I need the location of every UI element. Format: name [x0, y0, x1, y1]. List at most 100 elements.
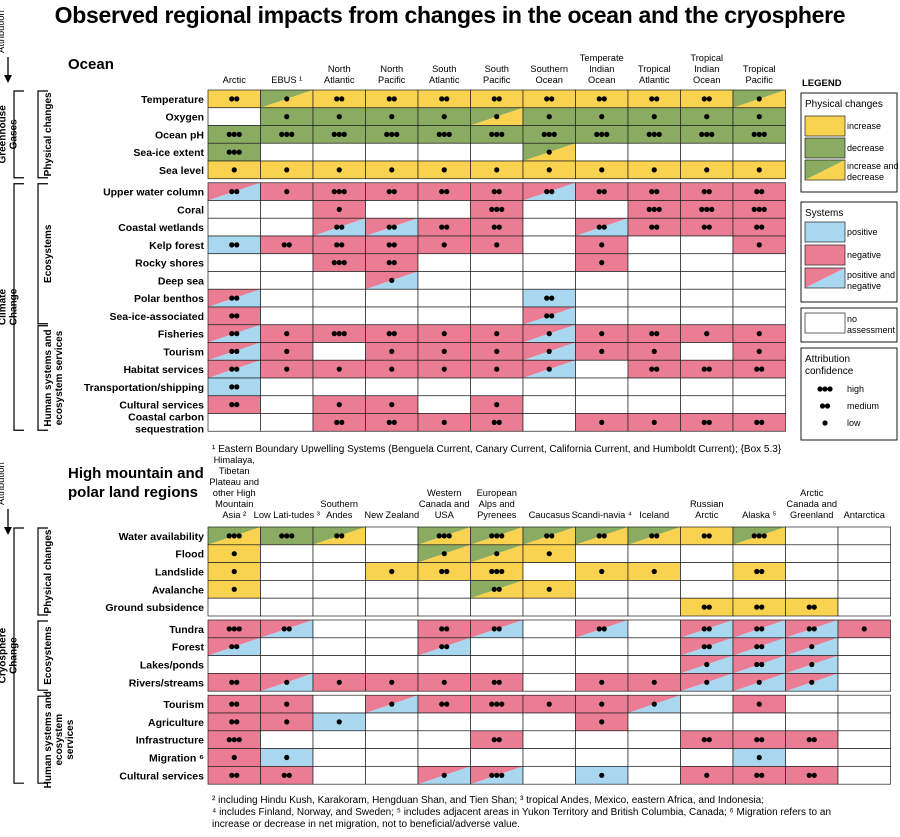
- confidence-dot: [759, 644, 765, 650]
- impact-cell: [627, 562, 681, 581]
- cell-fill: [470, 655, 523, 674]
- confidence-dot: [494, 402, 500, 408]
- impact-cell: [575, 637, 629, 656]
- impact-cell: [470, 142, 524, 162]
- impact-cell: [312, 125, 366, 144]
- confidence-dot: [234, 189, 240, 195]
- impact-cell: [312, 89, 366, 109]
- confidence-dot: [389, 402, 395, 408]
- impact-cell: [575, 655, 629, 674]
- confidence-dot: [706, 189, 712, 195]
- impact-cell: [575, 324, 629, 343]
- cell-fill: [785, 713, 838, 731]
- cell-fill: [470, 580, 523, 599]
- cell-fill: [418, 730, 471, 749]
- confidence-dot: [494, 772, 500, 778]
- confidence-dot: [499, 701, 505, 707]
- impact-cell: [785, 730, 839, 749]
- confidence-dot: [651, 167, 657, 173]
- impact-cell: [627, 766, 681, 785]
- impact-cell: [837, 766, 891, 785]
- impact-cell: [522, 526, 576, 546]
- confidence-dot: [491, 96, 497, 102]
- confidence-dot: [654, 331, 660, 337]
- confidence-dot: [599, 348, 605, 354]
- confidence-dot: [549, 295, 555, 301]
- impact-cell: [732, 694, 786, 714]
- cell-fill: [523, 562, 576, 581]
- attribution-label: Attribution: [0, 10, 7, 53]
- cell-fill: [575, 748, 628, 767]
- impact-cell: [680, 182, 734, 201]
- cell-fill: [365, 580, 418, 599]
- cell-fill: [628, 527, 681, 545]
- impact-cell: [837, 694, 891, 714]
- cell-fill: [313, 598, 366, 616]
- impact-cell: [207, 580, 261, 599]
- impact-cell: [732, 597, 786, 617]
- cell-border: [732, 160, 786, 180]
- cell-fill: [523, 637, 576, 656]
- cell-fill: [523, 527, 576, 545]
- impact-cell: [470, 673, 524, 692]
- impact-cell: [680, 306, 734, 326]
- impact-cell: [627, 324, 681, 343]
- impact-cell: [627, 730, 681, 749]
- confidence-dot: [754, 737, 760, 743]
- confidence-dot: [751, 206, 757, 212]
- confidence-dot: [599, 701, 605, 707]
- confidence-dot: [701, 604, 707, 610]
- impact-cell: [575, 182, 629, 201]
- impact-cell: [365, 730, 419, 749]
- confidence-dot: [286, 242, 292, 248]
- confidence-dot: [394, 131, 400, 137]
- legend-heading: Attribution: [805, 354, 850, 365]
- impact-cell: [417, 712, 471, 732]
- confidence-dot: [704, 661, 710, 668]
- confidence-dot: [336, 719, 342, 725]
- confidence-dot: [236, 131, 242, 137]
- impact-cell: [312, 324, 366, 343]
- confidence-dot: [231, 131, 237, 137]
- confidence-dot: [389, 701, 395, 707]
- confidence-dot: [234, 384, 240, 390]
- row-label: Coastal carbon: [128, 411, 204, 423]
- impact-cell: [732, 107, 786, 126]
- cell-fill: [418, 200, 471, 219]
- impact-cell: [417, 730, 471, 749]
- driver-label: Greenhouse: [0, 105, 9, 164]
- confidence-dot: [226, 737, 232, 743]
- confidence-dot: [389, 277, 395, 283]
- cell-fill: [838, 673, 891, 692]
- confidence-dot: [709, 206, 715, 212]
- cell-fill: [260, 730, 313, 749]
- impact-cell: [680, 730, 734, 749]
- cell-fill: [628, 580, 681, 599]
- legend-dots: [822, 420, 828, 426]
- impact-cell: [627, 377, 681, 397]
- confidence-dot: [656, 206, 662, 212]
- confidence-dot: [229, 348, 235, 354]
- column-header: Ocean: [588, 75, 615, 85]
- impact-cell: [470, 694, 524, 714]
- cell-fill: [260, 562, 313, 581]
- cell-fill: [260, 271, 313, 290]
- confidence-dot: [234, 772, 240, 778]
- confidence-dot: [284, 96, 290, 102]
- impact-cell: [207, 89, 261, 109]
- impact-cell: [575, 748, 629, 767]
- confidence-dot: [596, 626, 602, 632]
- cell-fill: [628, 730, 681, 749]
- confidence-dot: [701, 189, 707, 195]
- impact-cell: [627, 253, 681, 272]
- confidence-dot: [756, 96, 762, 102]
- group-bracket: [37, 183, 48, 325]
- confidence-dot: [229, 772, 235, 778]
- confidence-dot: [704, 679, 710, 685]
- cell-fill: [470, 598, 523, 616]
- impact-cell: [260, 712, 314, 732]
- confidence-dot: [229, 189, 235, 195]
- confidence-dot: [496, 737, 502, 743]
- confidence-dot: [229, 96, 235, 102]
- impact-cell: [627, 306, 681, 326]
